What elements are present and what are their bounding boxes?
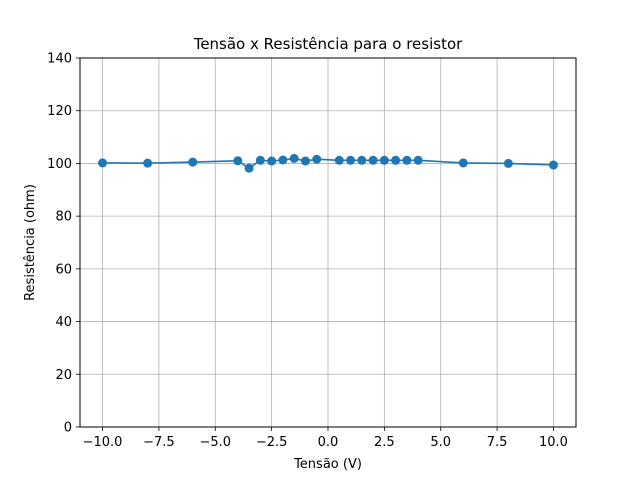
data-point	[289, 153, 299, 163]
x-tick-label: 2.5	[374, 435, 395, 450]
x-tick-label: 5.0	[430, 435, 451, 450]
data-point	[278, 155, 288, 165]
data-point	[391, 155, 401, 165]
data-point	[379, 155, 389, 165]
x-tick-label: 0.0	[318, 435, 339, 450]
data-point	[300, 156, 310, 166]
data-point	[402, 155, 412, 165]
data-point	[188, 157, 198, 167]
data-point	[413, 155, 423, 165]
y-tick-label: 100	[47, 157, 72, 172]
y-axis-label: Resistência (ohm)	[23, 184, 38, 301]
y-axis: 0 20 40 60 80 100 120 140	[47, 52, 80, 436]
y-tick-label: 120	[47, 104, 72, 119]
x-tick-label: 10.0	[539, 435, 568, 450]
x-tick-label: −7.5	[143, 435, 175, 450]
series-line	[102, 157, 554, 170]
data-point	[334, 155, 344, 165]
y-tick-label: 80	[55, 210, 72, 225]
data-point	[98, 158, 108, 168]
data-point	[143, 158, 153, 168]
data-point	[458, 158, 468, 168]
x-tick-label: 7.5	[487, 435, 508, 450]
data-point	[312, 154, 322, 164]
y-tick-label: 60	[55, 262, 72, 277]
x-axis-label: Tensão (V)	[293, 457, 362, 472]
y-tick-label: 0	[64, 421, 72, 436]
data-point	[267, 156, 277, 166]
x-tick-label: −10.0	[83, 435, 123, 450]
x-tick-label: −5.0	[199, 435, 231, 450]
data-point	[548, 160, 558, 170]
y-tick-label: 140	[47, 52, 72, 67]
data-point	[346, 155, 356, 165]
x-tick-label: −2.5	[256, 435, 288, 450]
chart-title: Tensão x Resistência para o resistor	[193, 35, 463, 53]
y-tick-label: 20	[55, 368, 72, 383]
data-point	[503, 158, 513, 168]
data-point	[233, 156, 243, 166]
data-point	[368, 155, 378, 165]
data-point	[357, 155, 367, 165]
x-axis: −10.0 −7.5 −5.0 −2.5 0.0 2.5 5.0 7.5 10.0	[83, 427, 568, 450]
data-point	[255, 155, 265, 165]
series-layer	[98, 153, 558, 173]
data-point	[244, 163, 254, 173]
y-tick-label: 40	[55, 315, 72, 330]
